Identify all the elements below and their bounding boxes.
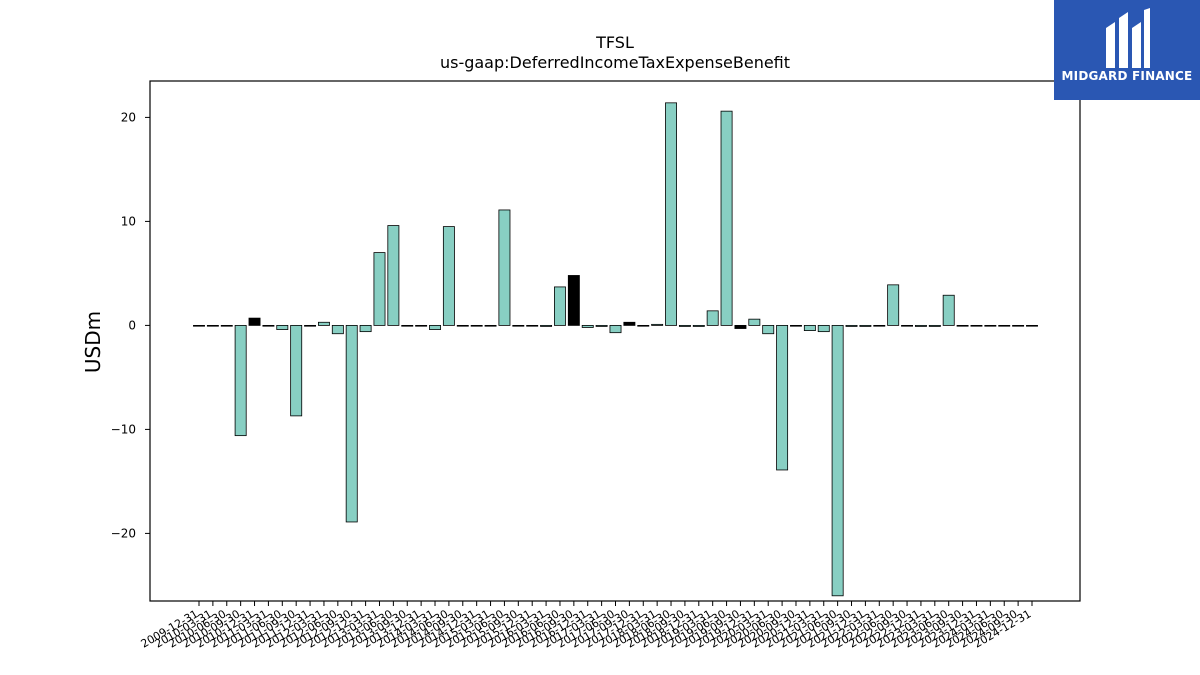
bar-2011-12-31 [304, 324, 317, 327]
bar-2014-09-30 [456, 324, 469, 327]
brand-logo: MIDGARD FINANCE [1054, 0, 1200, 100]
bar-2018-12-31 [692, 324, 705, 327]
bar-2019-06-30 [720, 110, 733, 326]
bar-2022-09-30 [901, 324, 914, 327]
bar-2013-03-31 [373, 252, 386, 326]
bar-2014-06-30 [442, 226, 455, 326]
bar-2009-12-31 [193, 324, 205, 327]
y-axis-ticks: −20 −10 0 10 20 [111, 110, 150, 540]
bar-2024-03-31 [984, 324, 997, 327]
bar-2010-06-30 [220, 324, 233, 327]
bar-2023-09-30 [956, 324, 969, 327]
y-tick-label: −10 [111, 422, 136, 436]
y-tick-label: 10 [121, 214, 136, 228]
bar-2021-09-30 [845, 324, 858, 327]
y-tick-label: 20 [121, 110, 136, 124]
bar-2017-06-30 [609, 324, 622, 334]
bar-2017-09-30 [623, 321, 636, 326]
bar-2019-09-30 [734, 324, 747, 329]
bar-2017-03-31 [595, 324, 608, 327]
bar-2016-09-30 [567, 275, 580, 326]
bar-2023-03-31 [928, 324, 941, 327]
bar-2024-09-30 [1012, 324, 1025, 327]
bar-2024-12-31 [1026, 324, 1038, 327]
bar-2020-03-31 [762, 324, 775, 335]
bar-2011-03-31 [262, 324, 275, 327]
bars-group [193, 102, 1038, 597]
y-axis-label: USDm [81, 311, 105, 373]
bar-2010-03-31 [206, 324, 219, 327]
bar-2013-09-30 [401, 324, 414, 327]
bar-2024-06-30 [998, 324, 1011, 327]
bar-2018-03-31 [651, 323, 664, 326]
bar-2020-12-31 [803, 324, 816, 331]
bar-2023-06-30 [942, 294, 955, 326]
bar-2019-03-31 [706, 310, 719, 326]
brand-name: MIDGARD FINANCE [1061, 69, 1193, 83]
bar-2012-03-31 [317, 321, 330, 326]
bar-2015-06-30 [498, 209, 511, 326]
bar-2012-12-31 [359, 324, 372, 333]
bar-2013-12-31 [415, 324, 428, 327]
bar-2021-06-30 [831, 324, 844, 597]
plot-frame [149, 80, 1081, 602]
bar-2011-09-30 [290, 324, 303, 417]
bar-2021-12-31 [859, 324, 872, 327]
bar-2022-03-31 [873, 324, 886, 327]
bar-2018-06-30 [665, 102, 677, 326]
bar-2021-03-31 [817, 324, 830, 333]
bar-2010-09-30 [234, 324, 247, 437]
bar-2012-09-30 [345, 324, 358, 523]
bar-2016-06-30 [554, 286, 566, 326]
bar-2023-12-31 [970, 324, 983, 327]
bar-2020-09-30 [790, 324, 802, 327]
chart-title: TFSL [595, 33, 634, 52]
bar-2015-09-30 [512, 324, 525, 327]
bar-2010-12-31 [248, 317, 261, 326]
chart-subtitle: us-gaap:DeferredIncomeTaxExpenseBenefit [440, 53, 790, 72]
midgard-mh-monogram-icon [1106, 8, 1150, 68]
bar-2016-12-31 [581, 324, 594, 328]
bar-2014-12-31 [470, 324, 483, 327]
bar-2022-12-31 [914, 324, 927, 327]
y-tick-label: −20 [111, 526, 136, 540]
bar-2018-09-30 [678, 324, 691, 327]
bar-2015-03-31 [484, 324, 497, 327]
x-axis-ticks: 2009-12-312010-03-312010-06-302010-09-30… [139, 601, 1034, 651]
bar-2022-06-30 [887, 284, 900, 326]
bar-2012-06-30 [331, 324, 344, 335]
bar-2014-03-31 [429, 324, 441, 330]
bar-2019-12-31 [748, 318, 761, 326]
bar-2015-12-31 [526, 324, 539, 327]
bar-2016-03-31 [540, 324, 553, 327]
bar-2013-06-30 [387, 225, 400, 326]
bar-2020-06-30 [776, 324, 789, 471]
y-tick-label: 0 [128, 318, 136, 332]
bar-2017-12-31 [637, 324, 650, 327]
bar-2011-06-30 [276, 324, 289, 330]
